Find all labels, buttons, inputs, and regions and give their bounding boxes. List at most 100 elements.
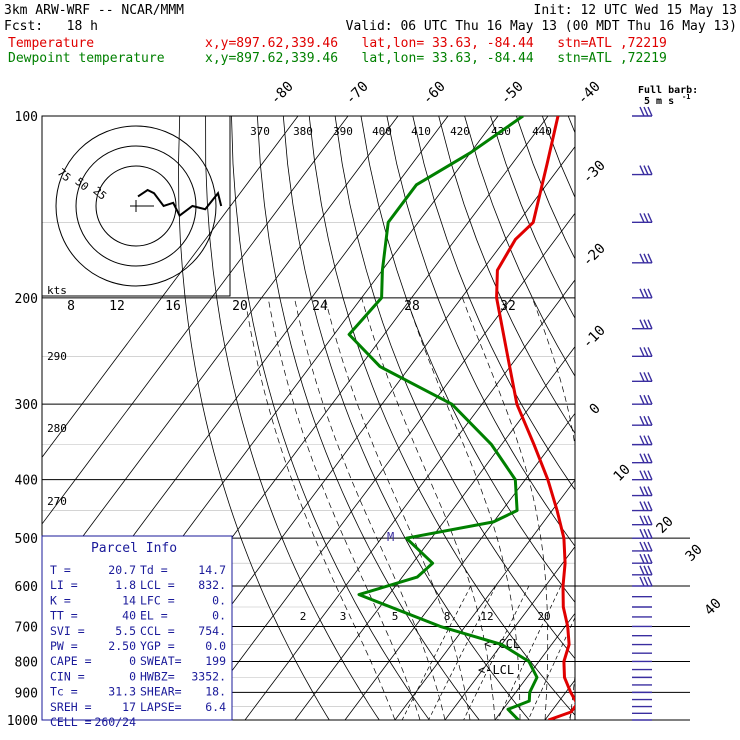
wind-barb-flag — [647, 515, 653, 526]
dry-adiabat — [386, 116, 575, 547]
temperature-line — [495, 116, 575, 720]
moist-adiabat — [324, 297, 471, 720]
parcel-value: 199 — [205, 654, 226, 668]
wind-barb-flag — [643, 453, 649, 463]
theta-label: 290 — [47, 350, 67, 363]
wind-barb-flag — [643, 415, 649, 426]
plot-frame — [41, 115, 576, 721]
theta-label: 380 — [293, 125, 313, 138]
wind-barb-flag — [639, 515, 645, 526]
wind-barb-flag — [639, 565, 645, 576]
parcel-label: LFC = — [140, 593, 175, 607]
mixing-ratio-line — [428, 585, 497, 720]
parcel-value: 14 — [122, 593, 136, 607]
wind-barb-flag — [647, 415, 653, 426]
mixing-ratio-label: 3 — [340, 610, 347, 623]
wind-barb-flag — [647, 565, 653, 576]
wind-barb-flag — [639, 288, 645, 299]
dry-adiabat — [594, 116, 740, 720]
dry-adiabat — [698, 116, 740, 720]
temperature-tick-label: -70 — [343, 79, 372, 108]
mixing-ratio-label: 5 — [392, 610, 399, 623]
moist-adiabat — [595, 298, 627, 720]
temperature-tick-label: -30 — [580, 158, 609, 187]
temperature-tick-label: 30 — [683, 542, 706, 565]
wind-barb-flag — [643, 319, 649, 330]
parcel-label: K = — [50, 593, 71, 607]
wind-barb-flag — [647, 453, 653, 463]
wind-barb-flag — [647, 372, 653, 382]
isotherm — [444, 546, 575, 720]
parcel-value: 832. — [198, 578, 226, 592]
parcel-label: PW = — [50, 639, 78, 653]
mixing-ratio-line — [527, 616, 575, 720]
wind-barb-flag — [647, 253, 653, 264]
mixing-ratio-line — [463, 585, 530, 720]
dry-adiabat — [257, 116, 480, 720]
wind-barb-flag — [639, 453, 645, 463]
hodograph-axis-label: kts — [47, 284, 67, 297]
parcel-value: 1.8 — [115, 578, 136, 592]
mixing-ratio-label: 20 — [537, 610, 550, 623]
parcel-value: 31.3 — [108, 685, 136, 699]
parcel-value: 2.50 — [108, 639, 136, 653]
moist-adiabat — [620, 298, 685, 720]
hodograph-ring — [55, 125, 217, 287]
forecast-hour: Fcst: 18 h — [4, 19, 98, 34]
parcel-value: 754. — [198, 624, 226, 638]
thermo-guide-lines — [42, 116, 740, 720]
mixing-ratio-label: 12 — [480, 610, 493, 623]
wind-barb-flag — [639, 528, 645, 539]
parcel-label: HWBZ= — [140, 669, 175, 683]
dewpoint-line — [347, 116, 539, 720]
dry-adiabat — [438, 116, 575, 435]
temperature-tick-label: 20 — [654, 514, 677, 537]
theta-label: 280 — [47, 422, 67, 435]
parcel-label: T = — [50, 563, 71, 577]
wind-barb-flag — [647, 486, 653, 496]
wind-barb-flag — [639, 253, 645, 264]
parcel-label: CIN = — [50, 669, 85, 683]
hodograph-axis-tick: 12 — [109, 299, 125, 314]
temperature-tick-label: -10 — [580, 323, 609, 352]
model-title: 3km ARW-WRF -- NCAR/MMM — [4, 3, 185, 18]
wind-barb-flag — [647, 165, 653, 175]
wind-barb-flag — [643, 553, 649, 564]
hodograph-axis-tick: 24 — [312, 299, 328, 314]
isotherm — [595, 116, 740, 720]
init-time: Init: 12 UTC Wed 15 May 13 — [533, 3, 738, 18]
wind-barb-flag — [639, 165, 645, 175]
pressure-tick-label: 100 — [15, 110, 38, 125]
hodograph-axis-tick: 8 — [67, 299, 75, 314]
wind-barb-flag — [647, 470, 653, 480]
parcel-value: 0.0 — [205, 639, 226, 653]
wind-barb-flag — [647, 319, 653, 330]
wind-barb-flag — [647, 553, 653, 564]
pressure-tick-label: 1000 — [7, 714, 38, 729]
dry-adiabat — [334, 116, 575, 660]
parcel-label: CELL = — [50, 715, 92, 729]
theta-label: 420 — [450, 125, 470, 138]
wind-barb-flag — [639, 415, 645, 426]
theta-label: 400 — [372, 125, 392, 138]
isotherm — [294, 345, 575, 720]
parcel-value: 0. — [212, 593, 226, 607]
isotherm — [544, 679, 575, 720]
temperature-tick-label: 0 — [587, 401, 604, 418]
barb-legend-label: Full barb: — [638, 85, 698, 96]
parcel-value: 6.4 — [205, 700, 226, 714]
wind-barb-flag — [643, 501, 649, 511]
wind-barb-flag — [639, 486, 645, 496]
theta-label: 390 — [333, 125, 353, 138]
wind-barb-flag — [647, 435, 653, 445]
barb-legend-superscript: -1 — [682, 93, 690, 101]
temperature-tick-label: 10 — [611, 462, 634, 485]
wind-barb-flag — [643, 213, 649, 223]
moist-adiabat — [645, 298, 740, 720]
temperature-tick-label: -40 — [575, 79, 604, 108]
dry-adiabat — [724, 116, 740, 720]
parcel-info-title: Parcel Info — [91, 541, 177, 556]
wind-barb-flag — [643, 288, 649, 299]
wind-barb-flag — [639, 576, 645, 587]
theta-label: 370 — [250, 125, 270, 138]
